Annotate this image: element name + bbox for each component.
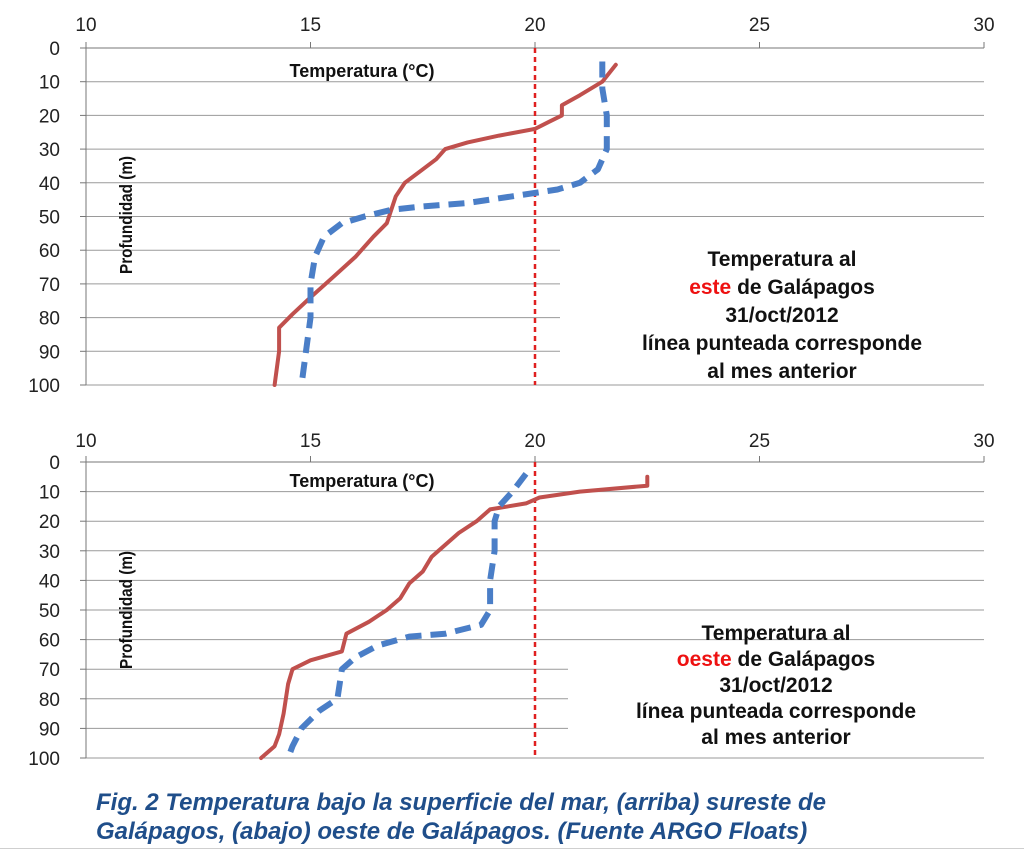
series-line-previous-month: [285, 471, 529, 760]
annotation-region-rest: de Galápagos: [732, 648, 876, 671]
series-line-current: [259, 474, 650, 760]
series-line-current: [272, 62, 618, 387]
x-tick-label: 10: [75, 15, 96, 36]
x-tick-label: 15: [300, 15, 321, 36]
figure-caption: Fig. 2 Temperatura bajo la superficie de…: [96, 788, 1016, 846]
annotation-region-word: este: [689, 276, 731, 299]
annotation-line-2: oeste de Galápagos: [677, 648, 875, 671]
bottom-divider: [0, 848, 1024, 849]
y-axis-label: Profundidad (m): [116, 156, 136, 274]
y-tick-label: 90: [39, 719, 60, 740]
x-tick-label: 30: [973, 431, 994, 452]
x-tick-label: 20: [524, 15, 545, 36]
annotation-region-rest: de Galápagos: [731, 276, 875, 299]
y-tick-label: 10: [39, 483, 60, 504]
x-tick-label: 20: [524, 431, 545, 452]
y-tick-label: 50: [39, 601, 60, 622]
chart-title: Temperatura (°C): [290, 471, 435, 491]
y-tick-label: 100: [28, 376, 60, 397]
caption-line-2: Galápagos, (abajo) oeste de Galápagos. (…: [96, 818, 808, 845]
y-tick-label: 20: [39, 106, 60, 127]
series-line-previous-month: [298, 61, 610, 386]
annotation-line-3: 31/oct/2012: [725, 304, 838, 327]
annotation-line-2: este de Galápagos: [689, 276, 875, 299]
y-tick-label: 70: [39, 660, 60, 681]
y-tick-label: 60: [39, 241, 60, 262]
y-tick-label: 90: [39, 342, 60, 363]
annotation-line-3: 31/oct/2012: [719, 674, 832, 697]
y-tick-label: 0: [49, 453, 60, 474]
y-tick-label: 80: [39, 309, 60, 330]
y-tick-label: 20: [39, 512, 60, 533]
y-tick-label: 30: [39, 140, 60, 161]
y-tick-label: 10: [39, 73, 60, 94]
caption-line-1: Fig. 2 Temperatura bajo la superficie de…: [96, 789, 827, 816]
y-tick-label: 100: [28, 749, 60, 770]
x-tick-label: 10: [75, 431, 96, 452]
y-tick-label: 80: [39, 690, 60, 711]
annotation-line-1: Temperatura al: [702, 622, 851, 645]
chart-title: Temperatura (°C): [290, 61, 435, 81]
x-tick-label: 25: [749, 431, 770, 452]
y-tick-label: 40: [39, 174, 60, 195]
chart-panel-1: 10 15 20 25 30 0 10 20 30 40 50 60 70 80 90 100 Temperat…: [28, 15, 994, 397]
annotation-line-5: al mes anterior: [707, 360, 856, 383]
y-axis-label: Profundidad (m): [116, 551, 136, 669]
annotation-region-word: oeste: [677, 648, 732, 671]
y-tick-label: 40: [39, 571, 60, 592]
y-tick-label: 70: [39, 275, 60, 296]
y-tick-label: 60: [39, 631, 60, 652]
y-tick-label: 0: [49, 39, 60, 60]
annotation-line-1: Temperatura al: [708, 248, 857, 271]
annotation-line-5: al mes anterior: [701, 726, 850, 749]
y-tick-label: 30: [39, 542, 60, 563]
x-tick-label: 30: [973, 15, 994, 36]
annotation-line-4: línea punteada corresponde: [642, 332, 922, 355]
chart-panel-2: 10 15 20 25 30 0 10 20 30 40 50 60 70 80 90 100 Temperat…: [28, 431, 994, 770]
x-tick-label: 15: [300, 431, 321, 452]
annotation-line-4: línea punteada corresponde: [636, 700, 916, 723]
x-tick-label: 25: [749, 15, 770, 36]
y-tick-label: 50: [39, 208, 60, 229]
